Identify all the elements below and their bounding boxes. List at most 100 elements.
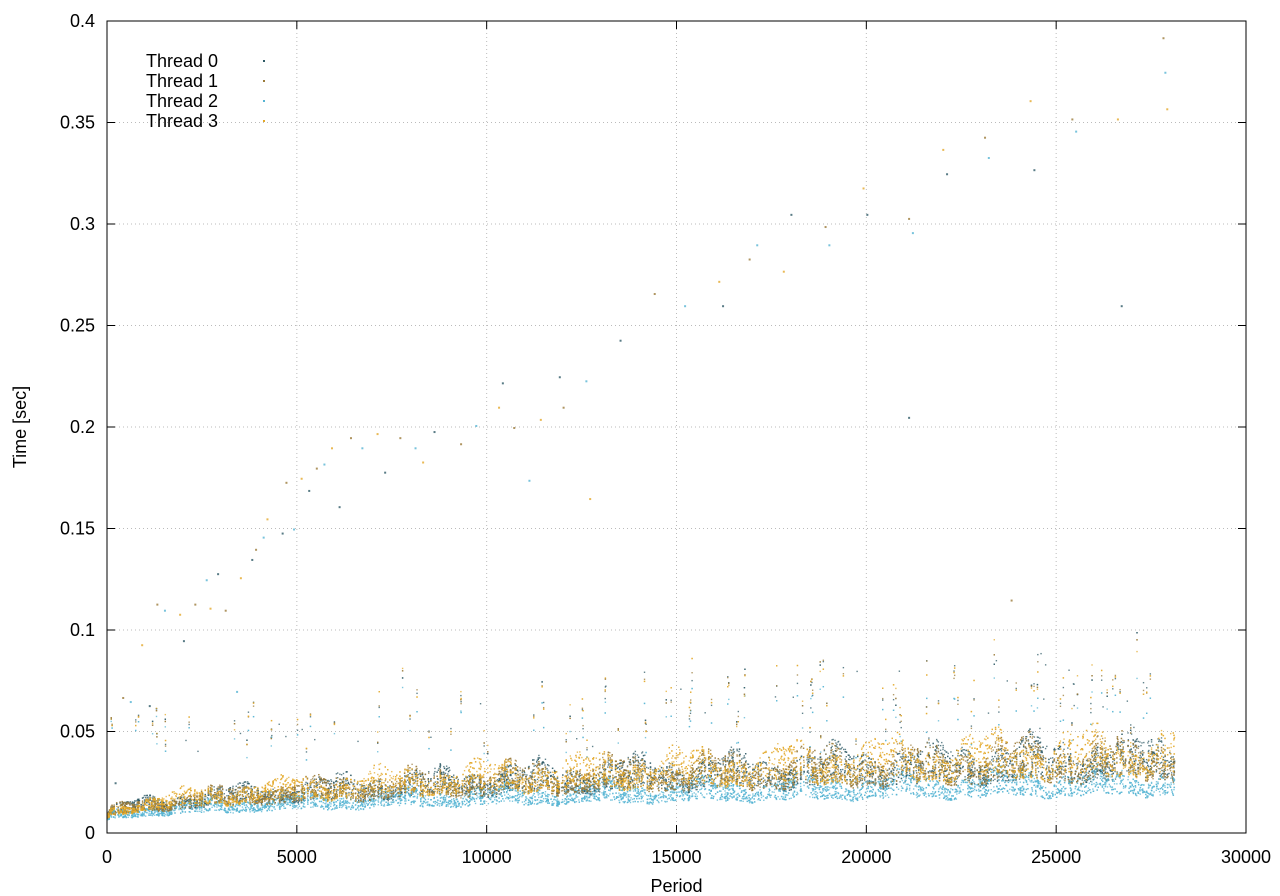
data-point	[934, 749, 936, 751]
data-point	[831, 756, 834, 758]
data-point	[563, 790, 566, 793]
data-point	[246, 790, 248, 792]
data-point	[416, 692, 418, 695]
data-point	[1006, 752, 1008, 754]
data-point	[246, 782, 249, 785]
data-point	[1097, 773, 1099, 776]
data-point	[471, 782, 473, 784]
data-point	[531, 771, 534, 773]
data-point	[822, 767, 825, 770]
data-point	[932, 742, 934, 745]
data-point	[420, 780, 423, 782]
data-point	[618, 774, 620, 776]
data-point	[590, 781, 592, 784]
data-point	[227, 790, 230, 793]
data-point	[160, 805, 162, 808]
data-point	[1135, 738, 1138, 741]
data-point	[922, 773, 925, 775]
data-point	[450, 727, 452, 730]
data-point	[1080, 771, 1083, 773]
data-point	[845, 751, 848, 753]
data-point	[711, 784, 713, 787]
data-point	[471, 776, 473, 778]
data-point	[1069, 768, 1072, 770]
data-point	[911, 756, 913, 759]
data-point	[1069, 753, 1072, 755]
data-point	[878, 778, 880, 781]
data-point	[862, 775, 864, 778]
data-point	[812, 758, 814, 760]
data-point	[1005, 771, 1008, 774]
data-point	[656, 780, 658, 783]
data-point	[320, 778, 322, 781]
data-point	[288, 799, 291, 801]
data-point	[1018, 778, 1021, 780]
data-point	[799, 778, 802, 781]
data-point	[748, 779, 750, 782]
data-point	[1035, 754, 1037, 756]
data-point	[1112, 767, 1114, 769]
data-point	[1000, 754, 1002, 757]
data-point	[1160, 773, 1163, 776]
data-point	[439, 765, 441, 767]
data-point	[658, 779, 660, 781]
data-point	[443, 765, 445, 768]
data-point	[631, 772, 634, 775]
data-point	[1002, 774, 1005, 776]
data-point	[290, 797, 292, 800]
data-point	[408, 781, 410, 783]
data-point	[200, 798, 202, 801]
data-point	[378, 706, 380, 709]
data-point	[1147, 740, 1150, 743]
data-point	[620, 767, 623, 769]
data-point	[829, 757, 831, 760]
data-point	[1131, 751, 1133, 753]
data-point	[843, 748, 845, 751]
data-point	[984, 780, 986, 782]
data-point	[988, 768, 991, 770]
data-point	[286, 798, 288, 801]
data-point	[742, 782, 744, 785]
data-point	[645, 766, 648, 769]
data-point	[786, 778, 788, 780]
data-point	[741, 758, 743, 760]
data-point	[527, 779, 530, 782]
data-point	[865, 754, 867, 756]
data-point	[683, 789, 686, 792]
data-point	[819, 771, 822, 774]
data-point	[238, 782, 241, 784]
data-point	[607, 783, 610, 785]
data-point	[1144, 776, 1147, 778]
data-point	[796, 760, 798, 762]
data-point	[1062, 686, 1065, 689]
data-point	[670, 699, 672, 702]
data-point	[571, 773, 573, 776]
data-point	[551, 781, 554, 783]
data-point	[587, 779, 590, 781]
data-point	[595, 781, 597, 783]
data-point	[973, 773, 976, 775]
data-point	[942, 746, 944, 749]
data-point	[628, 782, 630, 784]
data-point	[318, 787, 321, 789]
data-point	[1162, 772, 1164, 775]
data-point	[1087, 766, 1089, 768]
data-point	[1024, 742, 1026, 744]
data-point	[1036, 752, 1039, 754]
data-point	[641, 758, 643, 760]
data-point	[1109, 769, 1111, 771]
data-point	[937, 741, 940, 743]
data-point	[839, 748, 841, 750]
data-point	[1058, 748, 1060, 750]
data-point	[1054, 771, 1056, 773]
data-point	[933, 769, 935, 771]
data-point	[613, 782, 615, 785]
data-point	[1046, 767, 1048, 769]
data-point	[483, 784, 486, 787]
data-point	[1010, 775, 1013, 778]
data-point	[390, 797, 393, 800]
data-point	[1029, 733, 1032, 736]
data-point	[377, 793, 380, 795]
data-point	[514, 772, 517, 775]
data-point	[729, 759, 731, 762]
